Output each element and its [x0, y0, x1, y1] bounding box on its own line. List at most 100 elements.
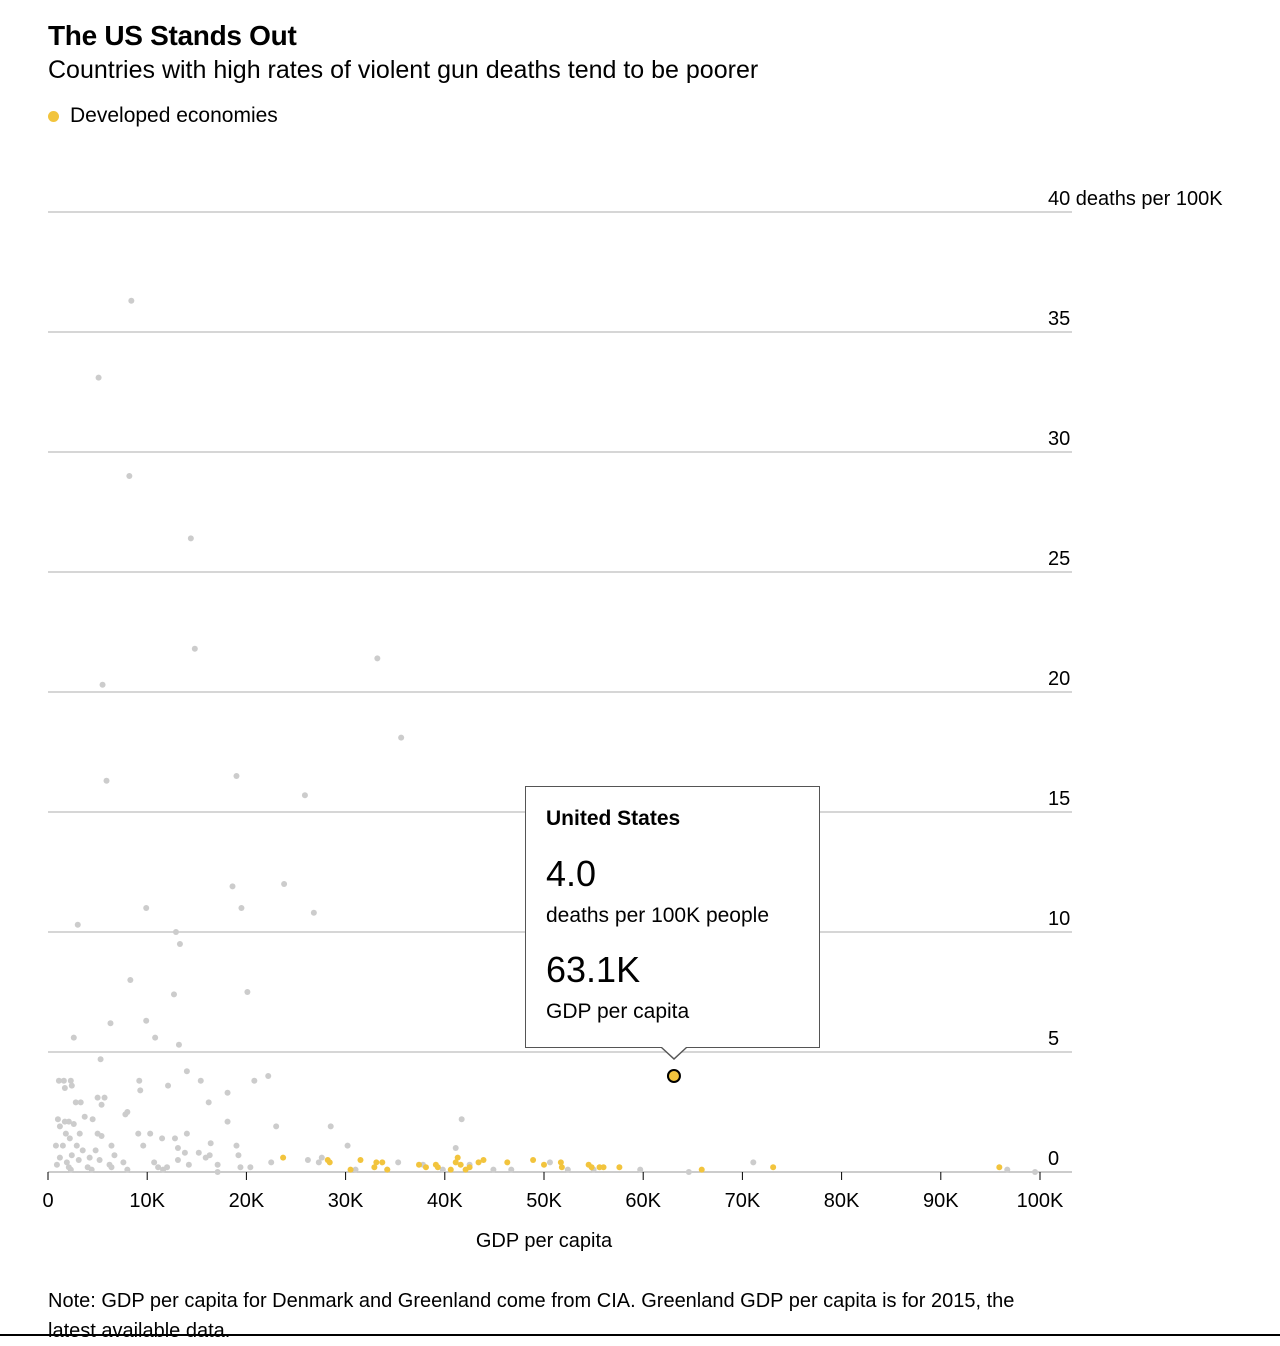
point-other-68 [98, 1133, 105, 1139]
point-other-72 [59, 1142, 66, 1149]
tooltip-deaths-value: 4.0 [546, 853, 597, 894]
point-other-23 [107, 1020, 114, 1027]
point-developed-25 [558, 1164, 565, 1171]
point-other-95 [75, 1157, 82, 1163]
point-other-97 [151, 1159, 158, 1166]
point-other-8 [103, 777, 110, 784]
x-tick-label-80000: 80K [824, 1190, 860, 1212]
point-developed-22 [530, 1157, 537, 1163]
point-developed-9 [416, 1161, 423, 1168]
point-other-43 [72, 1099, 79, 1106]
point-developed-12 [434, 1164, 441, 1171]
point-other-101 [546, 1159, 553, 1166]
y-tick-label-30: 30 [1048, 428, 1070, 450]
point-other-38 [165, 1082, 172, 1089]
point-other-51 [89, 1116, 96, 1123]
point-other-62 [135, 1130, 142, 1137]
legend: Developed economies [48, 104, 278, 128]
point-other-25 [152, 1034, 159, 1041]
point-other-31 [60, 1077, 67, 1084]
point-other-44 [77, 1099, 84, 1106]
point-developed-4 [357, 1157, 364, 1163]
point-developed-15 [454, 1154, 461, 1161]
point-other-119 [214, 1169, 221, 1175]
point-other-80 [92, 1147, 99, 1154]
point-other-21 [170, 991, 177, 998]
point-other-84 [195, 1149, 202, 1156]
point-other-42 [101, 1094, 108, 1101]
point-developed-18 [466, 1164, 473, 1171]
point-other-39 [224, 1089, 231, 1096]
point-other-108 [185, 1161, 192, 1168]
point-other-115 [67, 1166, 74, 1173]
point-other-6 [99, 681, 106, 688]
point-developed-19 [475, 1159, 482, 1166]
x-tick-label-30000: 30K [328, 1190, 364, 1212]
point-other-132 [1032, 1169, 1039, 1175]
point-other-93 [318, 1154, 325, 1161]
point-developed-31 [698, 1166, 705, 1173]
point-other-99 [315, 1159, 322, 1166]
point-other-103 [53, 1161, 60, 1168]
point-other-96 [120, 1159, 127, 1166]
point-other-107 [155, 1164, 162, 1171]
point-other-91 [235, 1152, 242, 1159]
point-other-11 [281, 881, 288, 887]
point-other-27 [97, 1056, 104, 1063]
point-other-48 [54, 1116, 61, 1123]
point-other-118 [160, 1166, 167, 1173]
chart-title: The US Stands Out [48, 20, 297, 51]
point-other-102 [750, 1159, 757, 1166]
point-layer [52, 297, 1039, 1175]
point-other-79 [452, 1145, 459, 1151]
point-other-74 [108, 1142, 115, 1149]
x-tick-label-40000: 40K [427, 1190, 463, 1212]
point-other-116 [88, 1166, 95, 1173]
point-other-56 [224, 1118, 231, 1125]
point-other-94 [63, 1159, 70, 1166]
y-tick-label-0: 0 [1048, 1148, 1059, 1170]
point-developed-30 [616, 1164, 623, 1171]
point-other-65 [62, 1130, 69, 1137]
point-other-63 [147, 1130, 154, 1137]
point-developed-16 [457, 1161, 464, 1168]
point-other-85 [68, 1152, 75, 1159]
point-other-37 [61, 1085, 68, 1091]
point-other-30 [55, 1077, 62, 1084]
point-other-60 [76, 1130, 83, 1137]
point-other-71 [52, 1142, 59, 1149]
point-developed-23 [541, 1161, 547, 1168]
point-other-92 [304, 1157, 311, 1163]
point-developed-5 [371, 1164, 378, 1171]
legend-dot-developed [48, 110, 59, 122]
point-developed-13 [447, 1166, 454, 1173]
x-tick-label-100000: 100K [1017, 1190, 1064, 1212]
point-other-29 [265, 1073, 272, 1079]
point-other-78 [233, 1142, 240, 1149]
point-other-52 [122, 1111, 129, 1118]
point-other-130 [685, 1169, 692, 1175]
x-axis-label: GDP per capita [476, 1230, 613, 1252]
point-other-83 [181, 1149, 188, 1156]
point-other-34 [197, 1077, 204, 1084]
point-other-41 [94, 1094, 101, 1101]
point-other-0 [128, 297, 135, 304]
footnote: Note: GDP per capita for Denmark and Gre… [48, 1290, 1015, 1342]
highlight-layer [666, 1069, 681, 1083]
point-other-54 [65, 1118, 72, 1125]
x-tick-label-10000: 10K [129, 1190, 165, 1212]
point-other-76 [140, 1142, 147, 1149]
point-other-70 [344, 1142, 351, 1149]
tooltip-country-name: United States [546, 807, 681, 830]
point-other-67 [66, 1135, 73, 1142]
point-other-15 [310, 909, 317, 916]
point-other-45 [98, 1101, 105, 1108]
point-other-19 [127, 977, 134, 983]
y-tick-label-5: 5 [1048, 1028, 1059, 1050]
point-other-24 [70, 1034, 77, 1041]
point-other-112 [268, 1159, 275, 1166]
point-other-5 [374, 655, 381, 662]
point-other-126 [508, 1166, 515, 1173]
point-other-88 [96, 1157, 103, 1163]
